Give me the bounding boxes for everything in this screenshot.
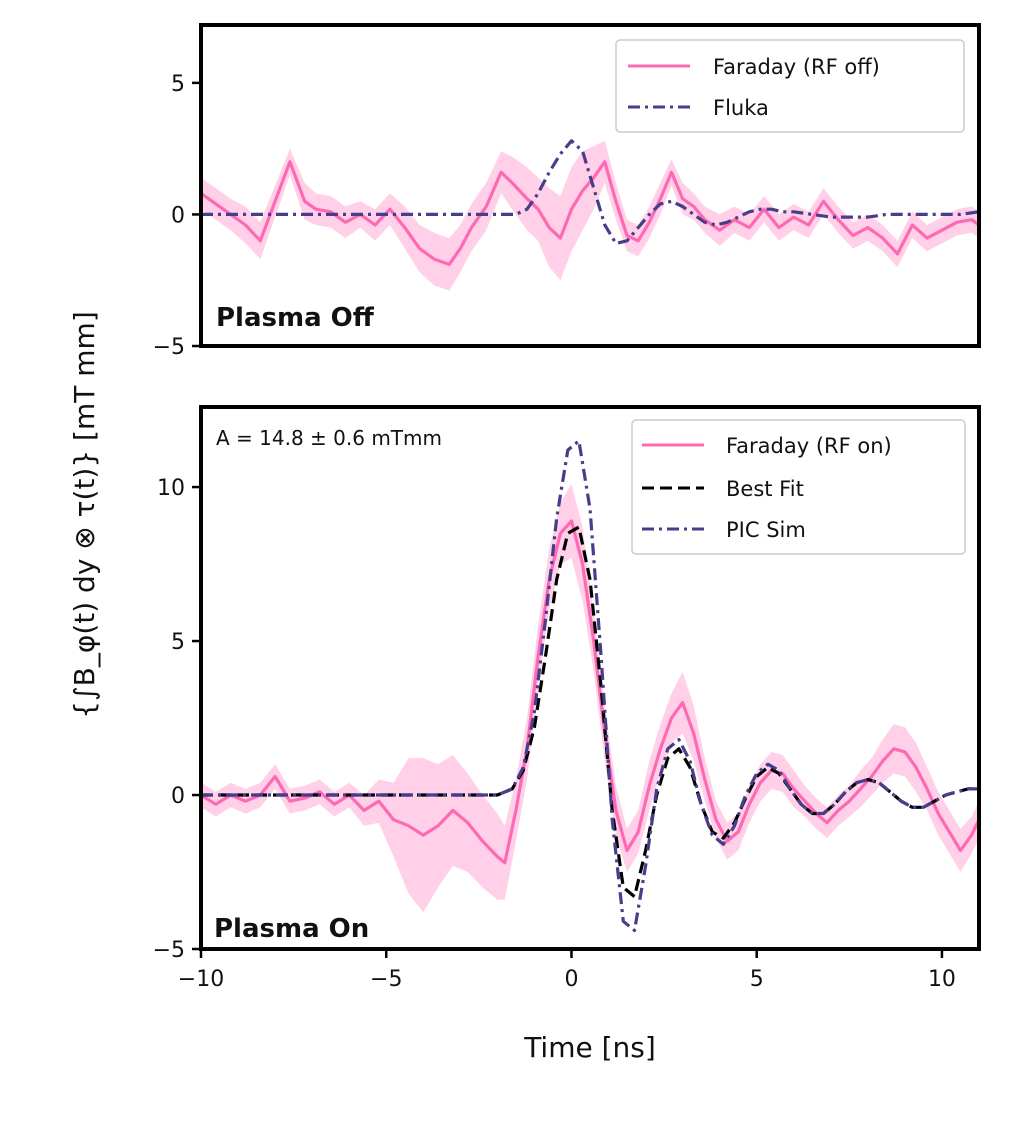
panel-plasma-off: −5 0 5 Plasma Off Faraday (RF off) Fluka (153, 23, 981, 360)
x-tick-label: 5 (750, 967, 764, 992)
legend-label-best-fit: Best Fit (726, 477, 804, 501)
fit-amplitude-annotation: A = 14.8 ± 0.6 mTmm (216, 426, 442, 450)
x-tick-label: −5 (370, 967, 402, 992)
y-ticks-plasma-off: −5 0 5 (153, 72, 201, 360)
y-tick-label: −5 (153, 335, 185, 360)
x-tick-label: 10 (928, 967, 956, 992)
x-tick-label: −10 (178, 967, 224, 992)
y-ticks-plasma-on: −5 0 5 10 (153, 476, 201, 963)
frame-plasma-on (199, 405, 981, 951)
y-tick-label: −5 (153, 938, 185, 963)
plot-area-plasma-off (201, 139, 979, 291)
legend-box-plasma-off (615, 39, 965, 133)
series-line-fluka (201, 139, 979, 245)
series-line-pic-sim (201, 439, 979, 933)
uncertainty-band-faraday-rf-on (201, 484, 979, 912)
legend-label-faraday-rf-off: Faraday (RF off) (713, 55, 880, 79)
y-axis-label: {∫B_φ(t) dy ⊗ τ(t)} [mT mm] (68, 311, 101, 719)
panel-label-plasma-on: Plasma On (214, 914, 369, 944)
x-tick-label: 0 (564, 967, 578, 992)
legend-label-faraday-rf-on: Faraday (RF on) (726, 434, 892, 458)
frame-plasma-off (199, 23, 981, 348)
series-line-faraday-rf-on (201, 519, 979, 865)
legend-plasma-on: Faraday (RF on) Best Fit PIC Sim (631, 419, 966, 555)
plot-area-plasma-on (201, 439, 979, 933)
y-tick-label: 0 (171, 203, 185, 228)
legend-plasma-off: Faraday (RF off) Fluka (615, 39, 965, 133)
y-tick-label: 5 (171, 630, 185, 655)
panel-plasma-on: −5 0 5 10 −10 −5 0 5 10 Plasma On A = 14.8 ± 0.… (153, 405, 981, 992)
panel-label-plasma-off: Plasma Off (216, 303, 375, 333)
y-tick-label: 5 (171, 72, 185, 97)
legend-label-pic-sim: PIC Sim (726, 518, 806, 542)
x-ticks: −10 −5 0 5 10 (178, 949, 956, 992)
y-tick-label: 10 (157, 476, 185, 501)
series-line-faraday-rf-off (201, 160, 979, 266)
x-axis-label: Time [ns] (523, 1031, 656, 1064)
uncertainty-band-faraday-rf-off (201, 140, 979, 291)
legend-box-plasma-on (631, 419, 966, 555)
legend-label-fluka: Fluka (713, 96, 769, 120)
y-tick-label: 0 (171, 784, 185, 809)
series-line-best-fit (201, 525, 979, 899)
